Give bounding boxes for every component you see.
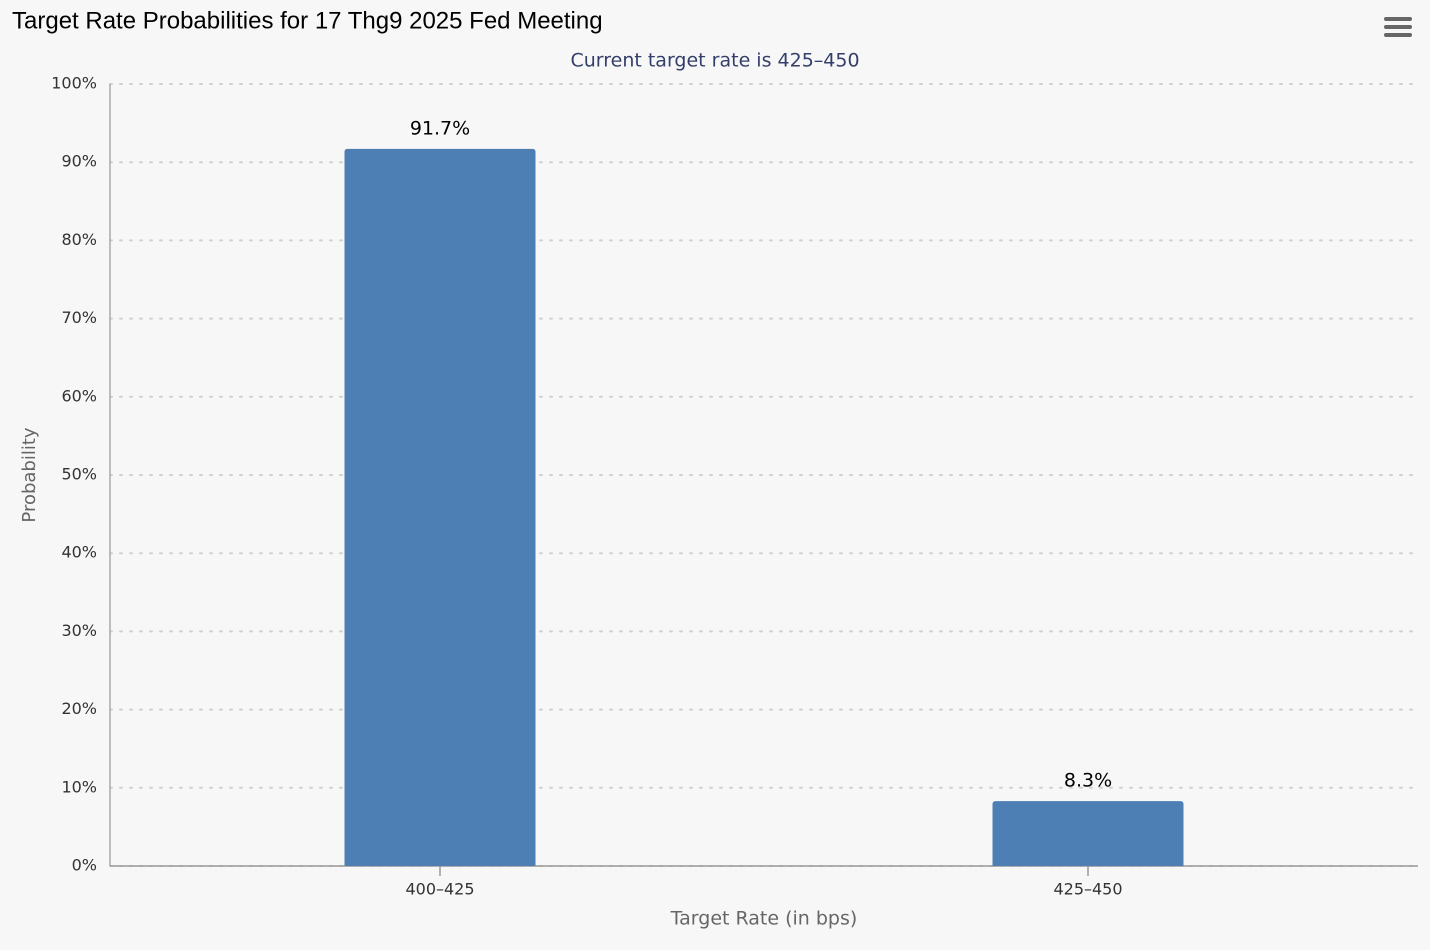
menu-bar[interactable] — [1384, 25, 1412, 29]
menu-bar[interactable] — [1384, 33, 1412, 37]
y-tick-label: 0% — [72, 856, 97, 875]
chart-title: Target Rate Probabilities for 17 Thg9 20… — [12, 7, 603, 34]
data-label: 8.3% — [1064, 770, 1112, 792]
menu-button[interactable] — [1384, 17, 1412, 37]
y-axis-title: Probability — [19, 427, 40, 522]
y-tick-label: 60% — [61, 386, 97, 405]
y-tick-label: 20% — [61, 699, 97, 718]
y-tick-label: 40% — [61, 543, 97, 562]
y-tick-label: 100% — [51, 74, 97, 93]
bar — [344, 148, 536, 866]
y-tick-label: 70% — [61, 308, 97, 327]
y-tick-label: 10% — [61, 777, 97, 796]
menu-bar[interactable] — [1384, 17, 1412, 21]
x-tick-label: 400–425 — [405, 880, 474, 899]
y-tick-label: 50% — [61, 465, 97, 484]
bar — [992, 801, 1184, 866]
y-tick-label: 30% — [61, 621, 97, 640]
x-tick-label: 425–450 — [1053, 880, 1122, 899]
data-label: 91.7% — [410, 117, 470, 139]
y-tick-label: 80% — [61, 230, 97, 249]
chart-subtitle: Current target rate is 425–450 — [570, 50, 859, 72]
y-tick-label: 90% — [61, 152, 97, 171]
x-axis-title: Target Rate (in bps) — [670, 908, 858, 930]
